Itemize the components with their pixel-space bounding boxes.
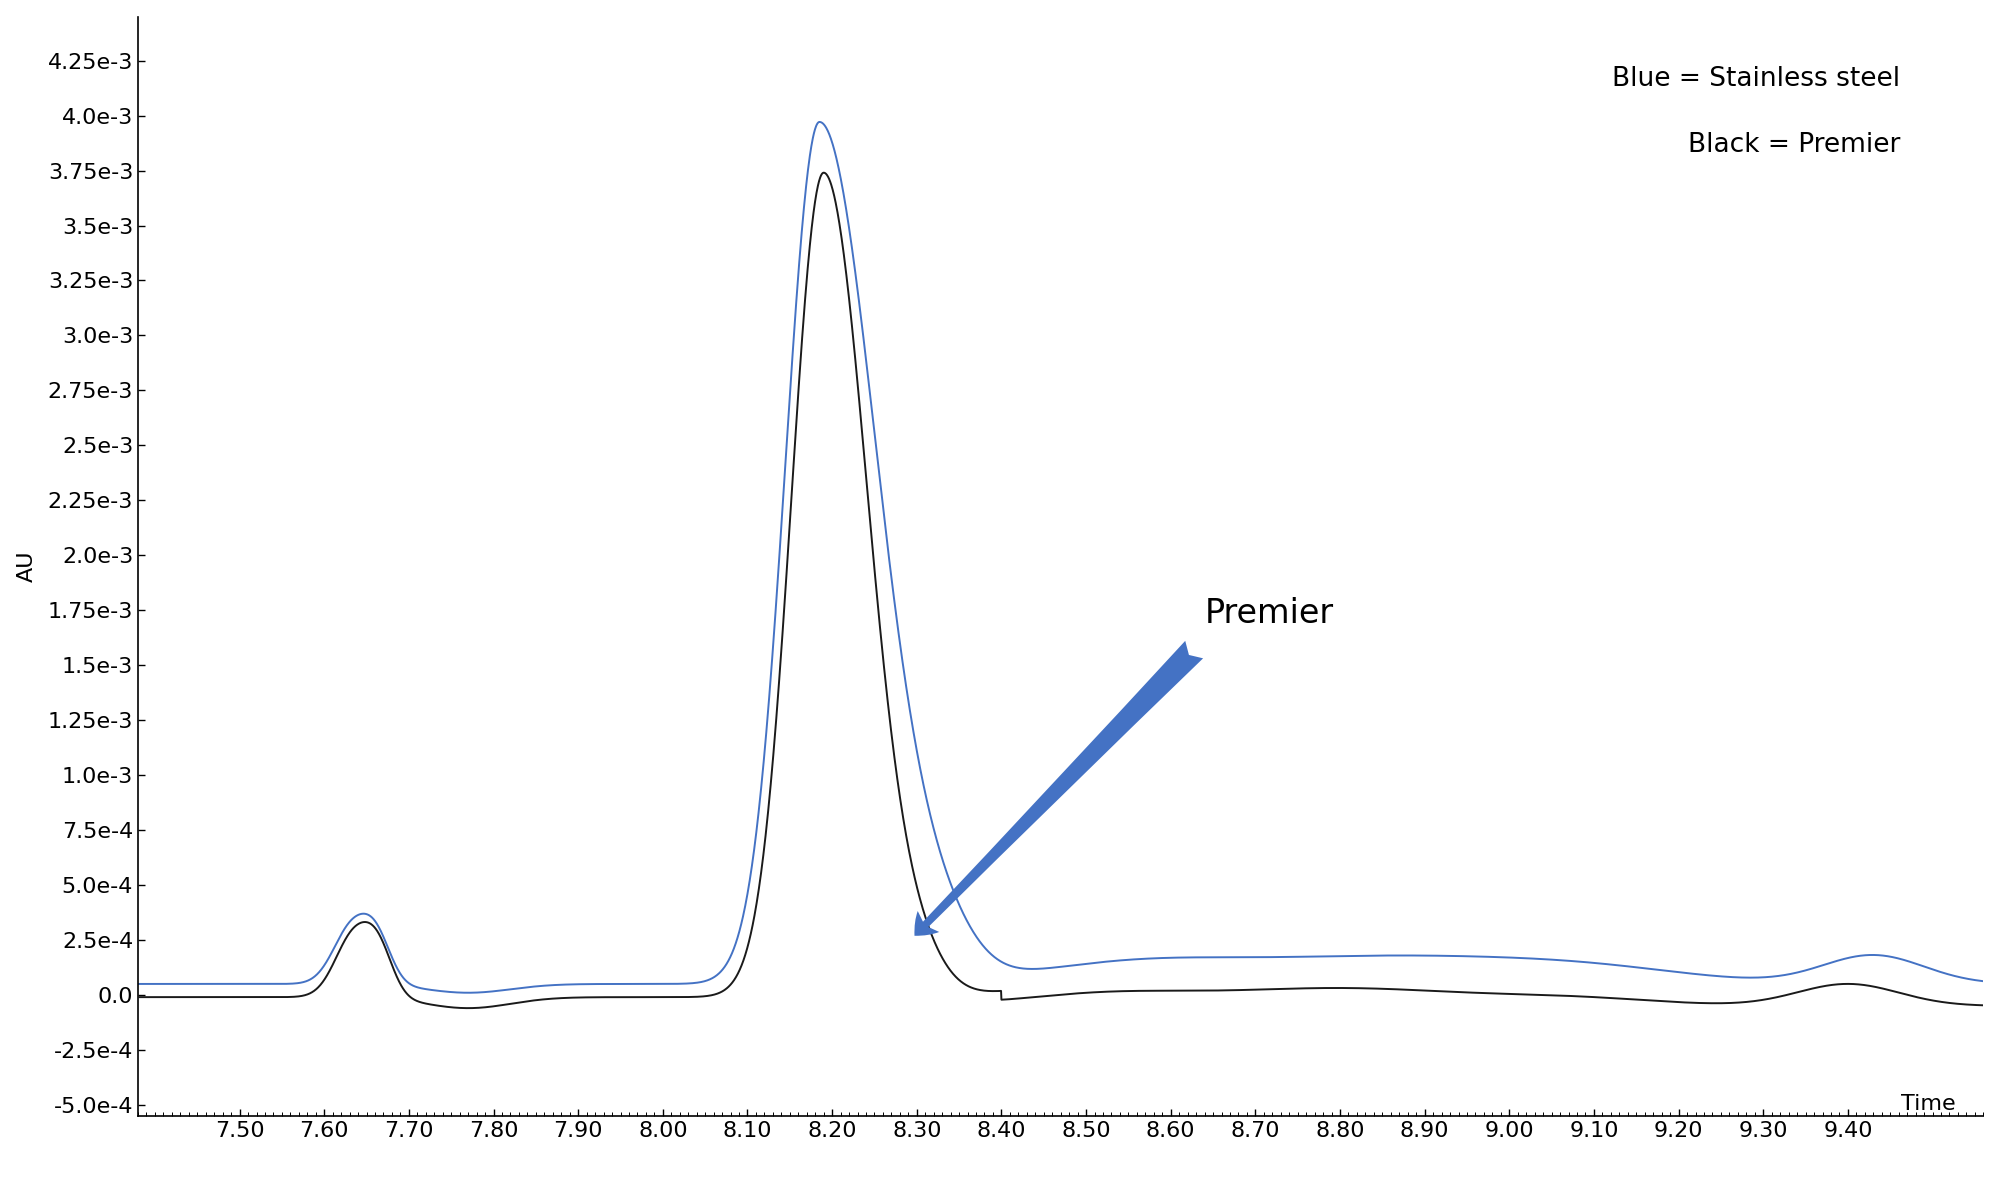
Text: Time: Time xyxy=(1902,1095,1956,1114)
Text: Premier: Premier xyxy=(1204,598,1334,629)
Text: Blue = Stainless steel: Blue = Stainless steel xyxy=(1612,66,1900,92)
Text: Black = Premier: Black = Premier xyxy=(1688,132,1900,158)
Y-axis label: AU: AU xyxy=(16,550,36,582)
